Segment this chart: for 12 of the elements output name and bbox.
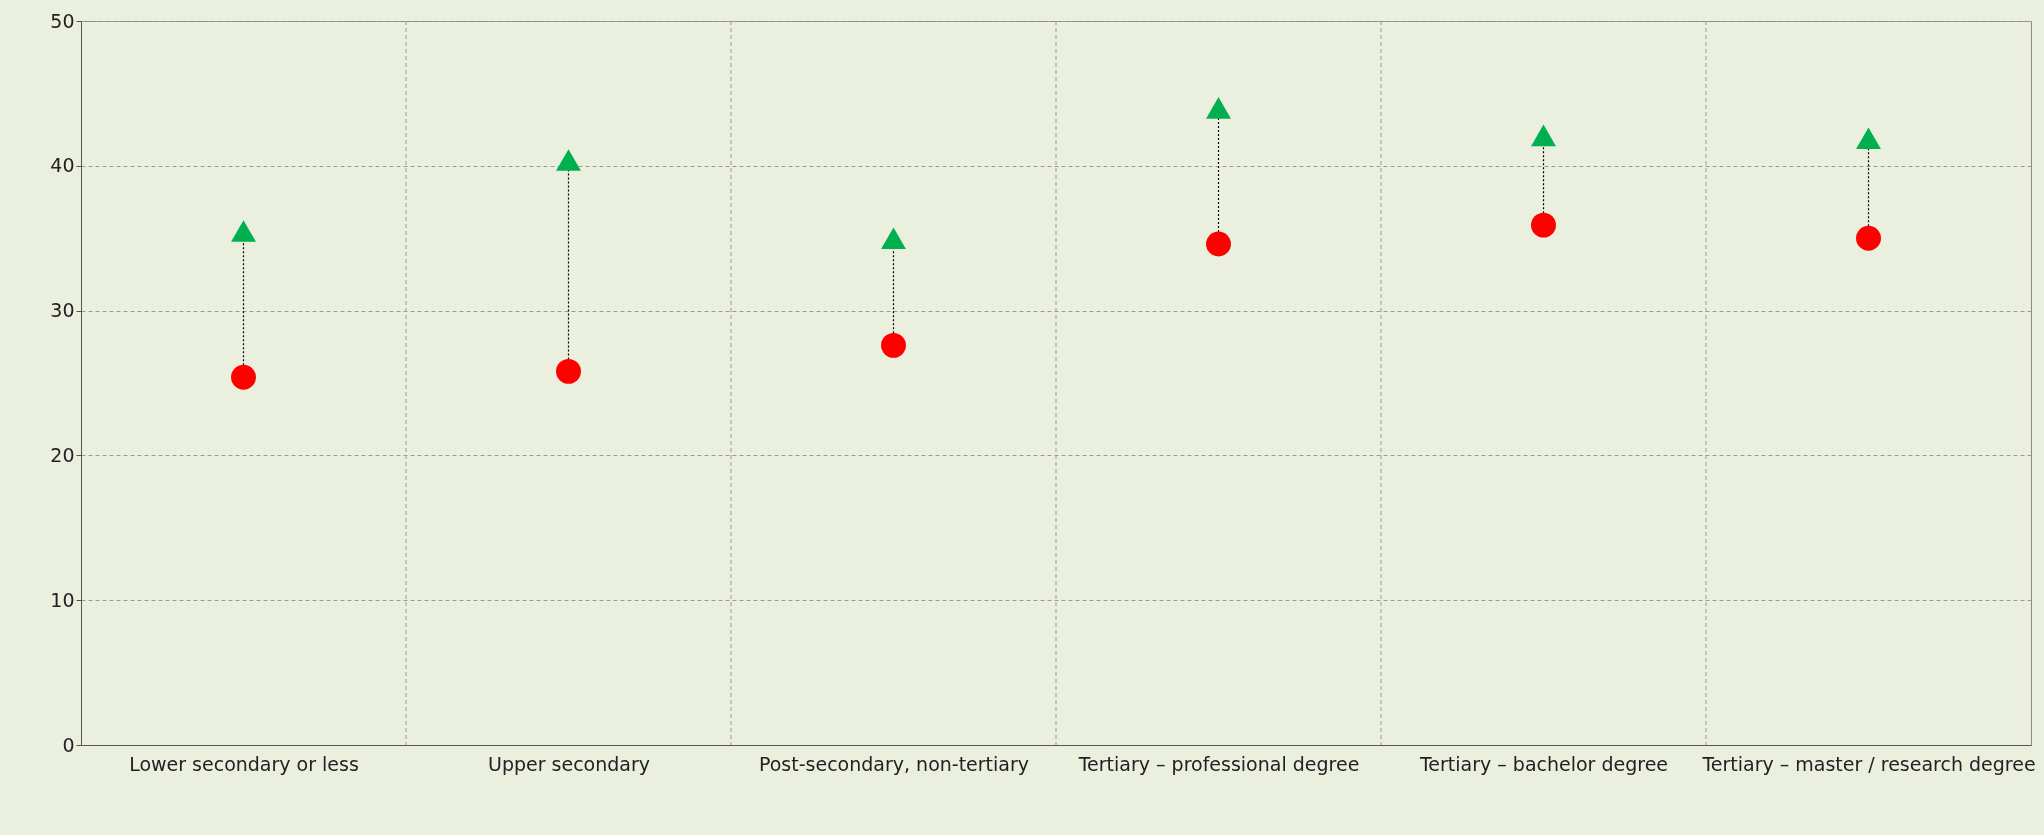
x-tick-label: Tertiary – professional degree <box>1077 752 1360 775</box>
x-tick-label: Tertiary – master / research degree <box>1701 752 2036 775</box>
x-tick-label: Upper secondary <box>487 752 651 775</box>
y-tick-label: 20 <box>50 443 75 466</box>
x-tick-label: Lower secondary or less <box>129 752 359 775</box>
y-tick-label: 0 <box>62 733 75 756</box>
x-tick-label: Post-secondary, non-tertiary <box>758 752 1030 775</box>
x-tick-label: Tertiary – bachelor degree <box>1418 752 1669 775</box>
y-tick-label: 30 <box>50 299 75 322</box>
y-tick-label: 40 <box>50 154 75 177</box>
y-tick-label: 10 <box>50 588 75 611</box>
y-tick-label: 50 <box>50 9 75 32</box>
